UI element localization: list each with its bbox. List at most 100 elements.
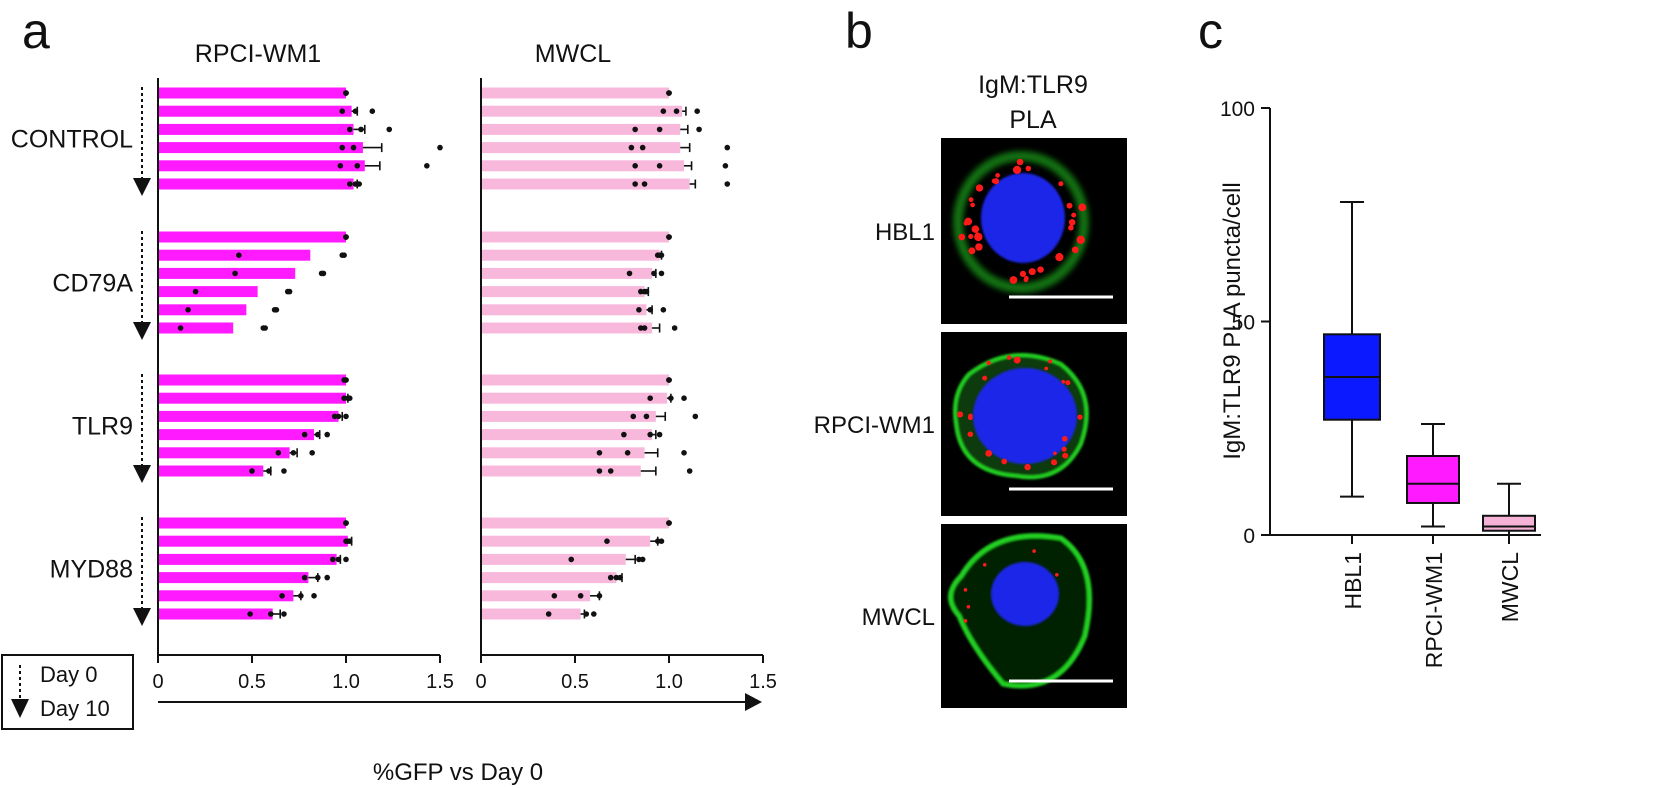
data-point-mwcl-tlr9-5-0 [596, 468, 603, 474]
time-arrow-head-icon-tlr9 [133, 465, 151, 483]
data-point-rpci-wm1-tlr9-2-2 [343, 413, 349, 420]
group-label-cd79a: CD79A [52, 270, 133, 298]
data-point-rpci-wm1-tlr9-4-0 [275, 450, 282, 456]
hbl1-puncta-29 [1012, 165, 1022, 174]
bar-mwcl-control-5 [481, 178, 690, 190]
hbl1-puncta-12 [970, 202, 975, 208]
data-point-mwcl-tlr9-3-1 [647, 431, 653, 438]
rpci-puncta-15 [985, 449, 993, 457]
box-mwcl [1482, 514, 1536, 532]
data-point-mwcl-control-2-2 [696, 126, 702, 133]
micro-row-label-rpci-wm1: RPCI-WM1 [814, 412, 935, 439]
rpci-puncta-20 [1062, 452, 1069, 459]
data-point-mwcl-myd88-1-2 [658, 538, 665, 544]
bar-mwcl-tlr9-4 [481, 447, 645, 459]
data-point-rpci-wm1-control-4-2 [424, 163, 430, 169]
rpci-puncta-0 [1061, 379, 1066, 384]
hbl1-puncta-15 [1058, 181, 1064, 187]
box-x-tick-label-hbl1: HBL1 [1340, 552, 1366, 610]
data-point-mwcl-tlr9-3-2 [656, 431, 663, 438]
data-point-mwcl-myd88-4-2 [596, 593, 603, 599]
y-axis-label: IgM:TLR9 PLA puncta/cell [1219, 182, 1246, 459]
data-point-rpci-wm1-myd88-3-0 [301, 574, 308, 581]
hbl1-puncta-10 [995, 172, 1000, 178]
data-point-mwcl-cd79a-4-2 [660, 307, 667, 313]
data-point-mwcl-tlr9-2-0 [630, 413, 637, 420]
data-point-mwcl-tlr9-3-0 [621, 431, 627, 438]
hbl1-puncta-9 [1037, 266, 1044, 273]
bar-rpci-wm1-tlr9-0 [158, 374, 346, 386]
data-point-mwcl-tlr9-1-2 [681, 395, 687, 402]
time-arrow-head-icon-control [133, 178, 151, 196]
bar-rpci-wm1-cd79a-3 [158, 286, 258, 298]
bar-rpci-wm1-cd79a-4 [158, 304, 247, 316]
hbl1-puncta-1 [1019, 270, 1027, 277]
hbl1-membrane [953, 151, 1089, 293]
data-point-mwcl-tlr9-4-2 [681, 450, 687, 456]
rpci-nucleus [973, 368, 1077, 464]
legend-day-10: Day 10 [40, 696, 110, 721]
data-point-mwcl-control-1-0 [660, 108, 667, 114]
data-point-mwcl-tlr9-2-1 [643, 413, 650, 420]
hbl1-puncta-28 [1028, 268, 1036, 276]
data-point-rpci-wm1-tlr9-4-1 [290, 450, 297, 456]
data-point-rpci-wm1-tlr9-3-1 [315, 431, 321, 438]
x-axis-label: %GFP vs Day 0 [373, 759, 543, 786]
bar-rpci-wm1-myd88-4 [158, 590, 294, 602]
bar-rpci-wm1-control-5 [158, 178, 354, 190]
mwcl-puncta-4 [963, 588, 968, 592]
hbl1-puncta-13 [1025, 165, 1032, 172]
data-point-mwcl-myd88-2-2 [639, 556, 646, 563]
bar-mwcl-control-4 [481, 160, 685, 172]
rpci-puncta-8 [1024, 463, 1031, 471]
micro-row-label-hbl1: HBL1 [875, 219, 935, 246]
data-point-mwcl-myd88-5-2 [591, 611, 597, 617]
mwcl-puncta-3 [1032, 549, 1036, 553]
data-point-mwcl-cd79a-3-2 [643, 288, 650, 295]
data-point-mwcl-myd88-5-0 [545, 611, 552, 617]
x-tick-label-rpci-wm1-0: 0 [152, 671, 163, 693]
data-point-rpci-wm1-myd88-5-2 [281, 611, 287, 617]
data-point-mwcl-control-5-2 [724, 181, 731, 187]
data-point-rpci-wm1-myd88-3-2 [324, 574, 331, 581]
bar-mwcl-cd79a-2 [481, 267, 653, 279]
data-point-mwcl-myd88-1-0 [604, 538, 610, 544]
mwcl-nucleus [991, 562, 1059, 626]
bar-mwcl-cd79a-1 [481, 249, 660, 261]
data-point-rpci-wm1-myd88-4-2 [311, 593, 317, 599]
rpci-puncta-18 [967, 431, 974, 437]
time-arrow-head-icon-cd79a [133, 322, 151, 340]
data-point-mwcl-myd88-5-1 [583, 611, 590, 617]
bar-rpci-wm1-myd88-3 [158, 572, 309, 584]
bar-mwcl-cd79a-5 [481, 322, 653, 334]
bar-rpci-wm1-cd79a-5 [158, 322, 234, 334]
hbl1-puncta-31 [974, 232, 983, 242]
data-point-rpci-wm1-tlr9-5-0 [249, 468, 255, 474]
data-point-rpci-wm1-tlr9-3-0 [301, 431, 308, 438]
hbl1-puncta-32 [958, 233, 966, 241]
hbl1-puncta-19 [968, 247, 976, 255]
bar-mwcl-myd88-0 [481, 517, 669, 529]
legend-arrowhead-icon [11, 699, 29, 718]
rpci-puncta-2 [986, 360, 991, 366]
hbl1-puncta-11 [1071, 212, 1077, 218]
mwcl-puncta-2 [966, 604, 971, 609]
data-point-rpci-wm1-control-1-0 [339, 108, 346, 114]
hbl1-puncta-3 [975, 243, 983, 251]
box-x-tick-label-mwcl: MWCL [1497, 552, 1523, 622]
data-point-rpci-wm1-control-4-1 [354, 163, 361, 169]
hbl1-puncta-16 [975, 184, 984, 192]
bar-rpci-wm1-tlr9-5 [158, 465, 264, 477]
x-tick-label-mwcl-0: 0 [475, 671, 486, 693]
data-point-rpci-wm1-cd79a-1-2 [341, 252, 347, 258]
bar-rpci-wm1-control-3 [158, 142, 363, 154]
group-label-tlr9: TLR9 [72, 413, 133, 441]
data-point-rpci-wm1-control-0-2 [343, 90, 349, 96]
data-point-mwcl-myd88-4-0 [551, 593, 558, 599]
bar-mwcl-cd79a-4 [481, 304, 647, 316]
data-point-rpci-wm1-tlr9-5-2 [281, 468, 287, 474]
bar-rpci-wm1-cd79a-1 [158, 249, 311, 261]
data-point-mwcl-control-0-2 [666, 90, 672, 96]
panel-b-pla-images: IgM:TLR9 PLA HBL1 RPCI-WM1 MWCL [814, 71, 1127, 708]
